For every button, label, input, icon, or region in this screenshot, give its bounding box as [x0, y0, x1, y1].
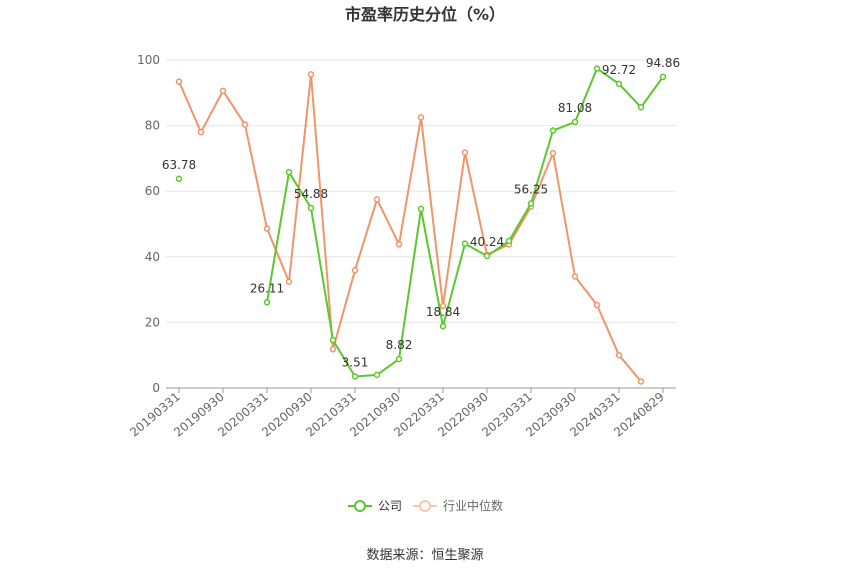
point-company-20240829 [659, 73, 667, 81]
data-label-company-20190331: 63.78 [162, 158, 196, 172]
data-label-company-20240331: 92.72 [602, 63, 636, 77]
point-company-20230630 [549, 127, 557, 134]
point-industry-20200630 [285, 278, 293, 285]
point-industry-20211231 [417, 114, 425, 121]
data-label-company-20200930: 54.88 [294, 187, 328, 201]
point-industry-20201231 [329, 346, 337, 353]
point-industry-20200331 [263, 225, 271, 232]
point-company-20190331 [175, 175, 183, 183]
series-layer [175, 65, 667, 385]
point-industry-20190331 [175, 78, 183, 85]
legend-item-company[interactable]: 公司 [348, 499, 402, 513]
point-company-20220630 [461, 240, 469, 247]
point-company-20200930 [307, 204, 315, 212]
point-industry-20210331 [351, 266, 359, 274]
point-industry-20240630 [637, 378, 645, 385]
grid-lines [166, 59, 676, 323]
point-company-20200331 [263, 299, 271, 306]
legend-swatch-company-marker [354, 500, 366, 512]
series-company [175, 65, 667, 380]
y-tick-label-100: 100 [137, 53, 160, 67]
point-company-20201231 [329, 336, 337, 344]
data-label-company-20220331: 18.84 [426, 305, 460, 319]
point-industry-20210930 [395, 241, 403, 248]
point-company-20231231 [593, 65, 601, 72]
data-label-company-20220930: 40.24 [470, 235, 504, 249]
data-label-company-20210331: 3.51 [342, 355, 369, 369]
point-company-20220331 [439, 322, 447, 330]
point-company-20221231 [505, 237, 513, 245]
legend-label-industry: 行业中位数 [443, 498, 503, 513]
y-tick-label-0: 0 [152, 381, 160, 395]
point-industry-20240331 [615, 351, 623, 359]
point-industry-20190630 [197, 128, 205, 136]
legend-item-industry[interactable]: 行业中位数 [413, 498, 503, 513]
data-source: 数据来源：恒生聚源 [366, 548, 483, 563]
point-company-20230331 [527, 200, 535, 207]
point-industry-20230930 [571, 273, 579, 280]
point-company-20210930 [395, 355, 403, 363]
series-line-industry-0 [178, 73, 642, 383]
point-industry-20231231 [593, 301, 601, 309]
data-label-company-20240829: 94.86 [646, 56, 680, 70]
point-industry-20191231 [241, 121, 249, 128]
point-industry-20210630 [373, 196, 381, 203]
legend-swatch-industry-marker [419, 500, 431, 512]
point-industry-20220331 [439, 302, 447, 310]
legend[interactable]: 公司 行业中位数 [348, 498, 503, 513]
series-industry [175, 71, 645, 385]
point-company-20240331 [615, 80, 623, 88]
chart-title: 市盈率历史分位（%） [345, 5, 505, 24]
series-line-company-1 [266, 67, 664, 378]
point-company-20210331 [351, 373, 359, 380]
y-tick-label-80: 80 [145, 119, 160, 133]
data-label-company-20230930: 81.08 [558, 101, 592, 115]
y-tick-label-60: 60 [145, 184, 160, 198]
data-label-company-20200331: 26.11 [250, 281, 284, 295]
point-industry-20220630 [461, 149, 469, 156]
point-company-20211231 [417, 205, 425, 213]
point-industry-20230630 [549, 149, 557, 157]
legend-label-company: 公司 [378, 499, 402, 513]
point-company-20240630 [637, 103, 645, 111]
point-industry-20190930 [219, 87, 227, 95]
y-tick-label-40: 40 [145, 250, 160, 264]
point-company-20200630 [285, 168, 293, 176]
point-company-20230930 [571, 118, 579, 126]
data-labels: 63.78 26.11 54.88 3.51 8.82 18.84 40.24 56.25 81… [162, 56, 680, 370]
point-company-20210630 [373, 371, 381, 379]
point-industry-20200930 [307, 71, 315, 78]
data-label-company-20210930: 8.82 [386, 338, 413, 352]
y-tick-label-20: 20 [145, 315, 160, 329]
point-company-20220930 [483, 252, 491, 260]
data-label-company-20230331: 56.25 [514, 183, 548, 197]
